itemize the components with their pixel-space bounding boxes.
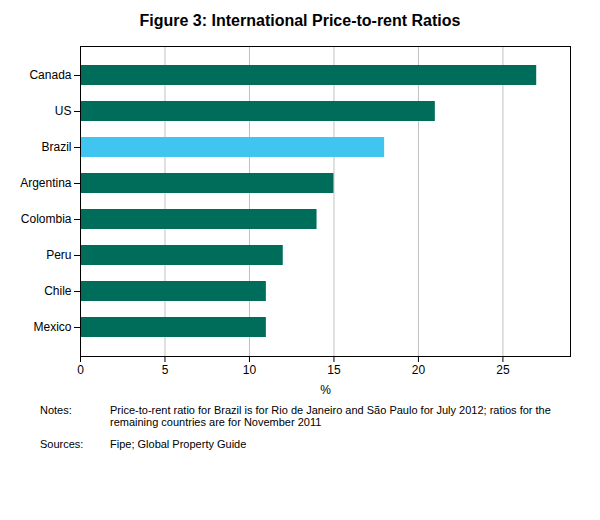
svg-text:25: 25	[496, 363, 510, 377]
svg-text:15: 15	[327, 363, 341, 377]
svg-text:5: 5	[162, 363, 169, 377]
svg-text:0: 0	[77, 363, 84, 377]
html-text:Price-to-rent ratio for Brazil: Price-to-rent ratio for Brazil is for Ri…	[110, 404, 551, 428]
svg-text:Colombia: Colombia	[21, 212, 72, 226]
html-text:Figure 3: International Price-: Figure 3: International Price-to-rent Ra…	[139, 12, 461, 29]
svg-text:Canada: Canada	[29, 68, 71, 82]
svg-text:Mexico: Mexico	[33, 320, 71, 334]
svg-text:US: US	[55, 104, 72, 118]
svg-text:Brazil: Brazil	[41, 140, 71, 154]
svg-text:20: 20	[412, 363, 426, 377]
html-text:Sources:: Sources:	[40, 438, 84, 450]
svg-text:Chile: Chile	[44, 284, 72, 298]
html-text:Fipe; Global Property Guide: Fipe; Global Property Guide	[110, 438, 247, 450]
svg-text:10: 10	[243, 363, 257, 377]
svg-text:Argentina: Argentina	[20, 176, 72, 190]
svg-text:Peru: Peru	[46, 248, 71, 262]
html-text:Notes:: Notes:	[40, 404, 72, 416]
svg-text:%: %	[320, 383, 331, 397]
